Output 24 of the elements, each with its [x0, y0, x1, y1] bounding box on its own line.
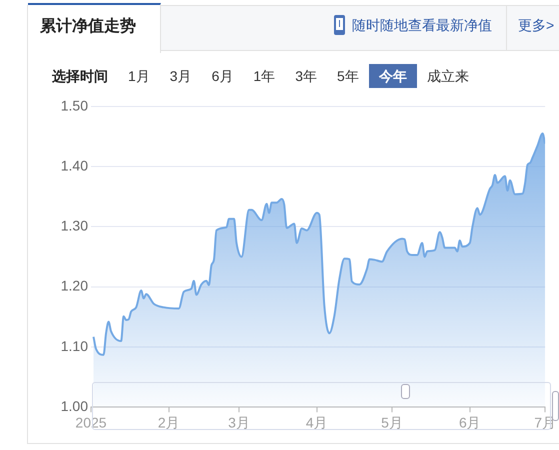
y-tick-label: 1.50 [60, 97, 88, 114]
y-tick-label: 1.40 [60, 157, 88, 174]
chart-title: 累计净值走势 [40, 16, 136, 37]
y-tick-label: 1.30 [60, 218, 88, 234]
x-tick-label: 2025 [75, 414, 107, 430]
y-tick-label: 1.00 [60, 398, 88, 414]
text: 3年 [294, 67, 318, 86]
x-tick-label: 3月 [228, 414, 250, 430]
text: 6月 [210, 67, 234, 86]
text: 1年 [252, 67, 276, 86]
text: 选择时间 [52, 68, 108, 86]
text: 5年 [336, 67, 360, 86]
text: 更多> [518, 17, 554, 35]
text: 3月 [168, 67, 193, 86]
x-tick-label: 2月 [158, 414, 180, 430]
text: 随时随地查看最新净值 [352, 17, 492, 35]
x-tick-label: 6月 [458, 414, 481, 430]
text: 1月 [127, 67, 151, 86]
text: 成立来 [426, 67, 470, 86]
x-tick-label: 5月 [381, 414, 403, 430]
x-tick-label: 4月 [306, 414, 328, 430]
text: 今年 [368, 64, 417, 88]
y-tick-label: 1.10 [60, 338, 88, 354]
y-tick-label: 1.20 [60, 278, 88, 294]
